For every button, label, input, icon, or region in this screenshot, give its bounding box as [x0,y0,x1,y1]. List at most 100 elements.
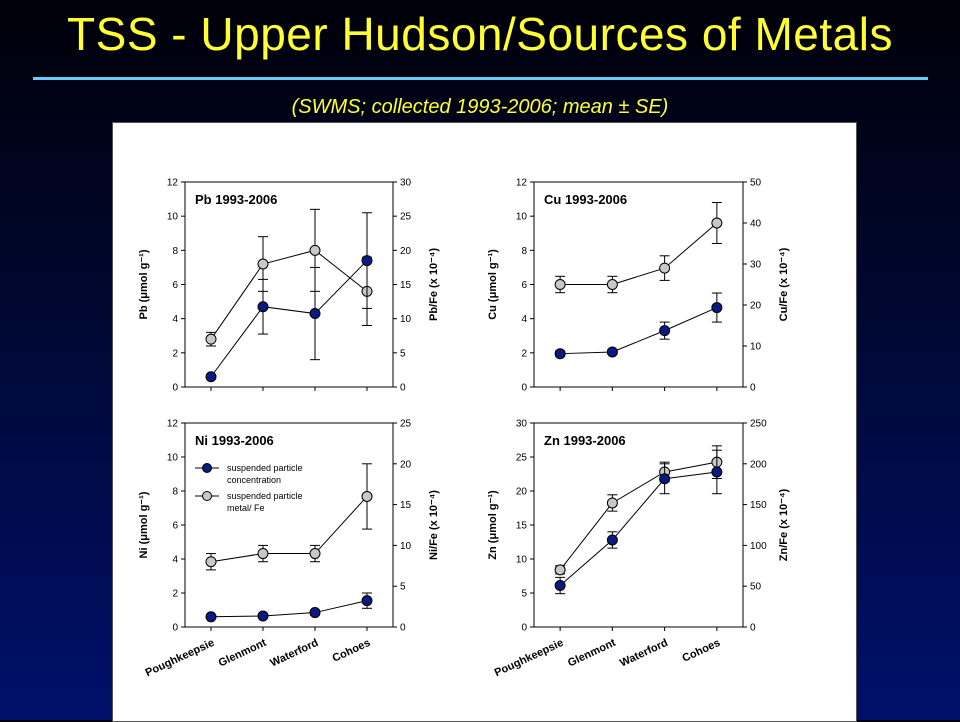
left-tick-label: 0 [172,383,178,394]
right-tick-label: 0 [750,623,756,634]
right-tick-label: 15 [400,280,412,291]
right-axis-title: Ni/Fe (x 10⁻⁴) [428,490,440,560]
right-tick-label: 50 [750,178,762,189]
data-point [361,595,373,607]
left-tick-label: 12 [167,419,179,430]
data-point [711,466,723,478]
right-axis-title: Pb/Fe (x 10⁻⁴) [428,248,440,321]
left-tick-label: 8 [521,246,527,257]
left-axis-title: Ni (μmol g⁻¹) [138,491,150,558]
series-line [560,307,718,355]
left-tick-label: 2 [521,348,527,359]
right-tick-label: 250 [750,419,767,430]
data-point [361,255,373,267]
data-point [606,346,618,358]
data-point [606,279,618,290]
panel-title: Ni 1993-2006 [195,433,274,448]
left-tick-label: 15 [516,521,528,532]
data-point [205,611,217,623]
panel-title: Pb 1993-2006 [195,192,277,207]
data-point [554,564,566,576]
left-axis-title: Pb (μmol g⁻¹) [138,249,150,319]
page-title: TSS - Upper Hudson/Sources of Metals [67,8,893,60]
legend-label: suspended particle [227,463,303,473]
right-tick-label: 25 [400,419,412,430]
legend-label: concentration [227,475,281,485]
left-tick-label: 10 [167,212,179,223]
data-point [257,301,269,313]
category-label: Glenmont [566,637,618,670]
left-tick-label: 4 [521,314,527,325]
data-point [309,548,321,560]
data-point [309,244,321,256]
right-tick-label: 5 [400,348,406,359]
category-label: Cohoes [331,637,373,665]
right-tick-label: 100 [750,541,767,552]
right-axis-title: Zn/Fe (x 10⁻⁴) [778,488,790,561]
category-label: Waterford [618,637,670,670]
right-tick-label: 25 [400,212,412,223]
series-line [559,461,717,571]
legend-marker [202,463,212,473]
category-label: Glenmont [217,637,269,670]
right-tick-label: 30 [400,178,412,189]
left-tick-label: 4 [172,314,178,325]
left-tick-label: 6 [172,521,178,532]
data-point [606,497,618,509]
right-tick-label: 10 [400,541,412,552]
right-tick-label: 200 [750,459,767,470]
right-tick-label: 20 [400,459,412,470]
series-line [210,260,368,378]
plot-frame [184,422,394,628]
left-tick-label: 30 [516,419,528,430]
left-tick-label: 25 [516,453,528,464]
data-point [205,371,217,383]
category-label: Waterford [268,637,320,670]
left-tick-label: 8 [172,246,178,257]
series-line [210,600,368,618]
data-point [659,325,671,337]
figure-panel: 0 2 4 6 8 10 12 0 5 10 15 20 25 30 Pb 1993-2006 Pb (μmo… [112,122,857,722]
left-tick-label: 5 [521,589,527,600]
left-tick-label: 4 [172,555,178,566]
left-axis-title: Zn (μmol g⁻¹) [487,490,499,560]
right-tick-label: 15 [400,500,412,511]
series-line [560,222,718,285]
data-point [659,473,671,485]
data-point [309,308,321,320]
category-label: Cohoes [681,637,723,665]
data-point [659,262,671,274]
panel-title: Cu 1993-2006 [544,192,627,207]
legend-marker [202,491,212,501]
series-line [559,471,717,586]
right-tick-label: 20 [400,246,412,257]
right-tick-label: 0 [400,623,406,634]
left-tick-label: 12 [167,178,179,189]
left-tick-label: 0 [172,623,178,634]
left-tick-label: 6 [172,280,178,291]
data-point [361,490,373,502]
left-tick-label: 8 [172,487,178,498]
data-point [606,534,618,546]
right-tick-label: 0 [400,383,406,394]
left-tick-label: 12 [516,178,528,189]
left-tick-label: 20 [516,487,528,498]
left-axis-title: Cu (μmol g⁻¹) [487,249,499,320]
left-tick-label: 2 [172,348,178,359]
legend-label: suspended particle [227,491,303,501]
data-point [205,556,217,568]
left-tick-label: 10 [167,453,179,464]
data-point [711,217,723,229]
data-point [554,580,566,592]
right-tick-label: 40 [750,219,762,230]
left-tick-label: 0 [521,383,527,394]
right-tick-label: 0 [750,383,756,394]
panel-title: Zn 1993-2006 [544,433,626,448]
left-tick-label: 0 [521,623,527,634]
data-point [257,548,269,560]
legend-label: metal/ Fe [227,503,265,513]
data-point [309,607,321,619]
left-tick-label: 2 [172,589,178,600]
left-tick-label: 10 [516,212,528,223]
